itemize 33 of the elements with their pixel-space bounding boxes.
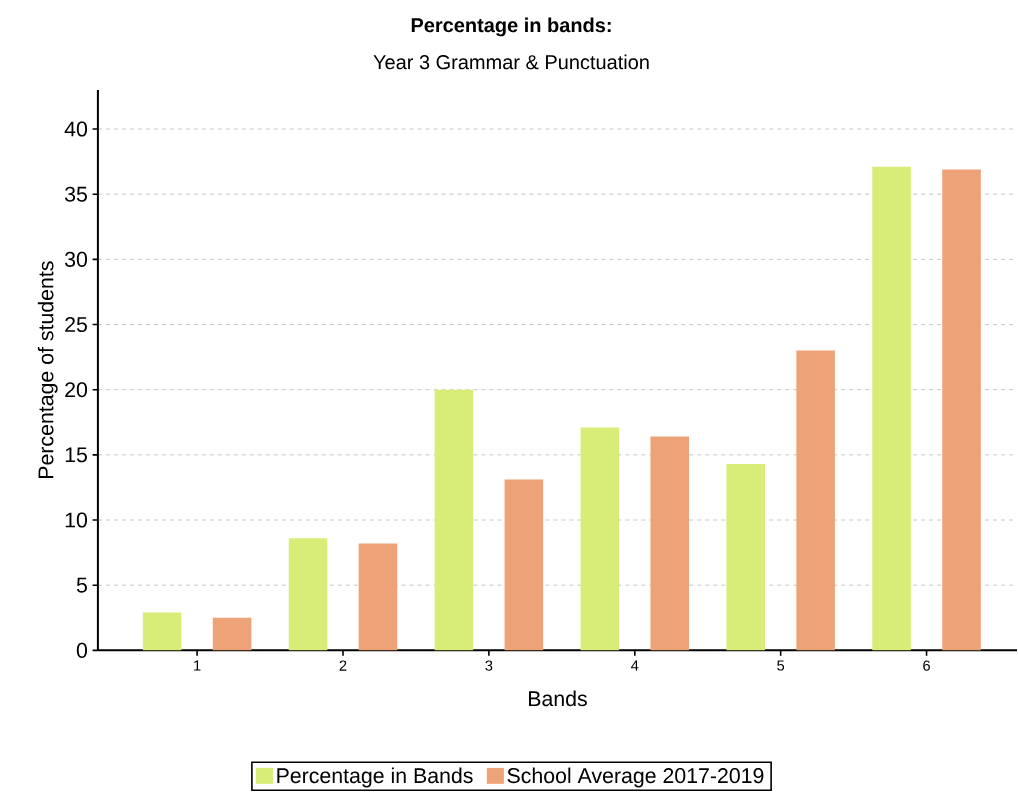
bar <box>726 463 765 651</box>
y-tick-label: 5 <box>76 577 87 593</box>
y-tick-label: 15 <box>65 447 87 463</box>
bar <box>358 543 398 651</box>
legend-label: Percentage in Bands <box>277 767 473 788</box>
x-tick-label: 3 <box>485 660 493 671</box>
legend-label: School Average 2017-2019 <box>507 767 764 788</box>
y-tick-label: 10 <box>65 512 88 528</box>
x-axis-title: Bands <box>529 690 587 707</box>
bar <box>212 617 252 651</box>
x-tick-label: 1 <box>194 660 201 671</box>
bar <box>142 612 182 651</box>
bar <box>434 389 474 651</box>
y-tick-label: 20 <box>65 382 88 398</box>
y-tick-label: 35 <box>64 186 87 202</box>
bar <box>288 538 328 651</box>
bar <box>650 436 690 651</box>
chart-title: Percentage in bands: <box>411 17 611 37</box>
bar <box>796 350 835 651</box>
y-tick-label: 25 <box>65 316 87 332</box>
x-tick-label: 6 <box>923 660 930 671</box>
y-tick-label: 30 <box>64 251 88 267</box>
x-tick-label: 5 <box>777 660 785 671</box>
x-tick-label: 4 <box>631 660 639 671</box>
x-tick-label: 2 <box>339 660 347 671</box>
y-axis-title: Percentage of students <box>37 261 58 478</box>
bar <box>580 427 620 651</box>
bar <box>872 166 911 651</box>
bar <box>942 169 981 651</box>
y-tick-label: 0 <box>76 642 88 658</box>
chart-subtitle: Year 3 Grammar & Punctuation <box>373 54 649 70</box>
bar <box>504 479 544 651</box>
y-tick-label: 40 <box>64 121 88 137</box>
